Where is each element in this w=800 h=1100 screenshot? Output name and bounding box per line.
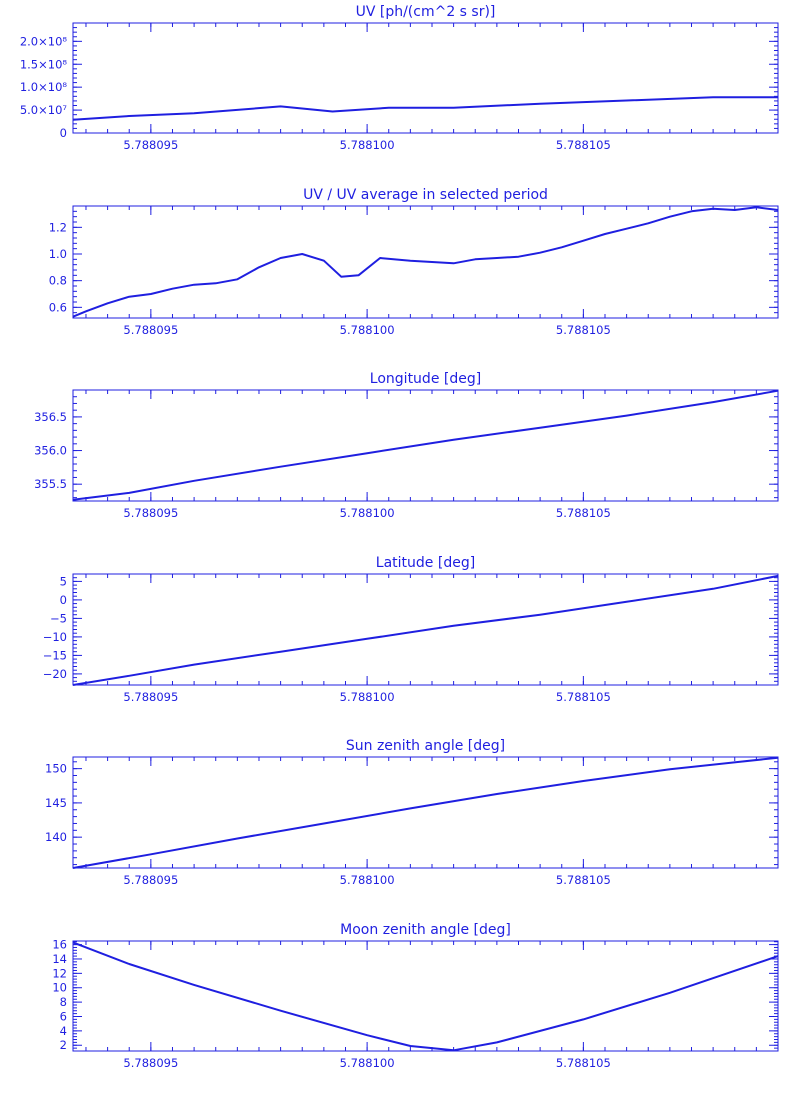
x-tick-label: 5.788095 [123,873,178,887]
x-tick-label: 5.788095 [123,506,178,520]
y-tick-label: 5 [60,574,67,588]
y-tick-label: 1.0 [49,247,67,261]
series-line [72,389,779,501]
panel-1: UV [ph/(cm^2 s sr)] 5.788095 5.788100 5.788… [20,4,779,152]
y-tick-label: 8 [60,995,67,1009]
y-tick-label: 2 [60,1038,67,1052]
panel-title: Sun zenith angle [deg] [346,738,505,754]
y-tick-label: 145 [45,796,67,810]
x-tick-label: 5.788100 [340,323,395,337]
x-tick-label: 5.788095 [123,1056,178,1070]
y-tick-label: −15 [43,648,67,662]
y-tick-label: 16 [52,938,67,952]
y-tick-label: 4 [60,1024,67,1038]
plot-frame [72,205,779,319]
y-tick-label: 0 [60,593,67,607]
y-tick-label: −5 [50,611,67,625]
y-tick-label: 356.0 [34,444,67,458]
y-tick-label: 0 [60,126,67,140]
x-tick-label: 5.788100 [340,873,395,887]
y-tick-label: 12 [52,966,67,980]
plot-frame [72,756,779,869]
y-tick-label: −10 [43,630,67,644]
y-tick-label: 0.6 [49,300,67,314]
panel-title: Moon zenith angle [deg] [340,922,511,938]
series-line [72,96,778,121]
x-tick-label: 5.788100 [340,1056,395,1070]
y-tick-label: 2.0×10⁸ [20,34,68,48]
panel-3: Longitude [deg] 5.788095 5.788100 5.788105 3… [34,371,779,520]
plot-frame [72,389,779,502]
y-tick-label: 14 [52,952,67,966]
x-tick-label: 5.788105 [556,690,611,704]
x-tick-label: 5.788095 [123,323,178,337]
x-tick-label: 5.788105 [556,1056,611,1070]
x-tick-label: 5.788095 [123,690,178,704]
series-line [72,574,779,686]
panel-title: Longitude [deg] [370,371,481,387]
y-tick-label: 0.8 [49,274,67,288]
x-tick-label: 5.788095 [123,138,178,152]
series-line [72,206,779,318]
y-tick-label: 150 [45,762,67,776]
y-tick-label: 6 [60,1009,67,1023]
y-tick-label: 1.0×10⁸ [20,80,68,94]
panel-title: UV / UV average in selected period [303,187,548,203]
y-tick-label: 1.2 [49,220,67,234]
plot-frame [72,940,779,1052]
x-tick-label: 5.788105 [556,506,611,520]
y-tick-label: −20 [43,667,67,681]
series-line [72,941,779,1052]
x-tick-label: 5.788105 [556,323,611,337]
panel-2: UV / UV average in selected period 5.7880… [49,187,779,337]
plot-frame [72,22,779,134]
y-tick-label: 5.0×10⁷ [20,103,68,117]
y-tick-label: 356.5 [34,410,67,424]
panel-5: Sun zenith angle [deg] 5.788095 5.788100 5.… [45,738,779,887]
y-tick-label: 140 [45,830,67,844]
x-tick-label: 5.788105 [556,873,611,887]
y-tick-label: 1.5×10⁸ [20,57,68,71]
panel-6: Moon zenith angle [deg] 5.788095 5.788100 5… [52,922,779,1070]
x-tick-label: 5.788100 [340,138,395,152]
y-tick-label: 10 [52,981,67,995]
panel-4: Latitude [deg] 5.788095 5.788100 5.788105 −2… [43,555,779,704]
panel-title: Latitude [deg] [376,555,475,571]
x-tick-label: 5.788105 [556,138,611,152]
y-tick-label: 355.5 [34,477,67,491]
series-line [72,756,779,869]
x-tick-label: 5.788100 [340,690,395,704]
x-tick-label: 5.788100 [340,506,395,520]
panel-title: UV [ph/(cm^2 s sr)] [356,4,496,20]
